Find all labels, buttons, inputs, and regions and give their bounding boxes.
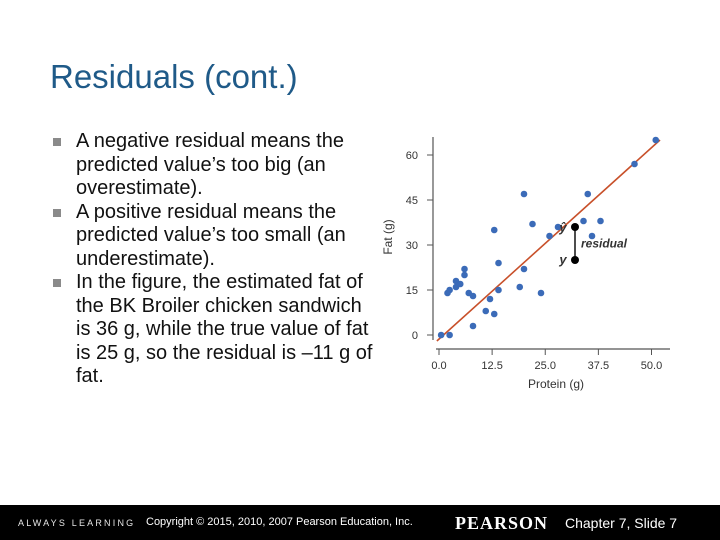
x-tick-label: 12.5 <box>481 360 502 372</box>
x-tick-label: 0.0 <box>431 360 446 372</box>
data-point <box>516 283 524 291</box>
bullet-item: A negative residual means the predicted … <box>50 130 380 201</box>
regression-line <box>436 139 661 342</box>
data-point <box>461 265 468 273</box>
data-point <box>461 271 468 279</box>
data-point <box>469 292 477 300</box>
data-point <box>588 232 596 240</box>
data-point <box>490 226 498 234</box>
data-point <box>469 322 477 330</box>
predicted-point <box>571 223 579 231</box>
data-point <box>482 307 490 315</box>
bullet-item: In the figure, the estimated fat of the … <box>50 271 380 389</box>
bullet-text: A positive residual means the predicted … <box>76 200 346 270</box>
y-tick-label: 30 <box>406 240 418 252</box>
residual-label: residual <box>581 237 628 251</box>
y-axis-label: Fat (g) <box>381 219 395 254</box>
data-point <box>437 331 445 339</box>
x-tick-label: 37.5 <box>588 360 609 372</box>
bullet-item: A positive residual means the predicted … <box>50 201 380 272</box>
data-point <box>580 217 587 225</box>
data-point <box>446 286 453 294</box>
data-point <box>652 136 660 144</box>
always-learning-tagline: ALWAYS LEARNING <box>18 518 136 528</box>
bullet-square-icon <box>53 279 61 287</box>
data-point <box>520 265 528 273</box>
data-point <box>446 331 453 339</box>
data-point <box>495 259 502 267</box>
residual-scatter-chart: 0 15 30 45 60 0.0 12.5 25.0 37.5 50.0 Protein (g) F… <box>381 136 670 391</box>
data-point <box>537 289 545 297</box>
data-point <box>554 223 562 231</box>
y-tick-label: 15 <box>406 285 418 297</box>
data-point <box>486 295 494 303</box>
data-point <box>546 232 553 240</box>
actual-label: y <box>558 252 567 267</box>
x-axis-label: Protein (g) <box>528 377 584 391</box>
data-point <box>597 217 604 225</box>
data-point <box>584 190 592 198</box>
y-tick-label: 45 <box>406 195 418 207</box>
bullet-square-icon <box>53 138 61 146</box>
data-point <box>529 220 536 228</box>
bullet-text: In the figure, the estimated fat of the … <box>76 271 373 387</box>
x-tick-label: 50.0 <box>641 360 662 372</box>
data-point <box>631 160 638 168</box>
slide-number: Chapter 7, Slide 7 <box>565 515 678 531</box>
bullet-text: A negative residual means the predicted … <box>76 130 344 199</box>
bullet-list: A negative residual means the predicted … <box>50 130 380 389</box>
copyright-text: Copyright © 2015, 2010, 2007 Pearson Edu… <box>146 516 413 528</box>
data-point <box>495 286 502 294</box>
predicted-label: ŷ <box>558 220 567 235</box>
data-point <box>490 310 498 318</box>
y-tick-label: 0 <box>412 330 418 342</box>
data-point <box>456 280 464 288</box>
actual-point <box>571 256 579 264</box>
bullet-square-icon <box>53 208 61 217</box>
x-tick-label: 25.0 <box>535 360 556 372</box>
footer-bar: ALWAYS LEARNING Copyright © 2015, 2010, … <box>0 505 720 540</box>
y-tick-label: 60 <box>406 150 418 162</box>
pearson-logo: PEARSON <box>455 513 549 533</box>
data-point <box>520 190 528 198</box>
slide-title: Residuals (cont.) <box>50 58 298 95</box>
